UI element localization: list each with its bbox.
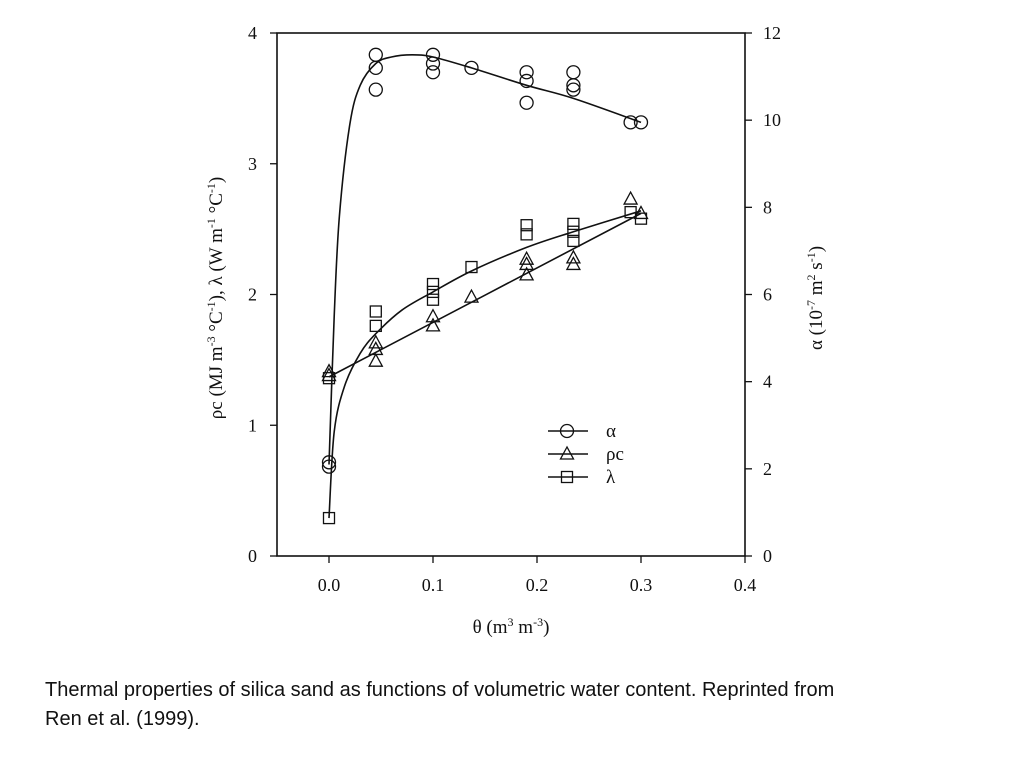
legend-entry-triangle: ρc — [548, 444, 624, 465]
square-marker — [567, 217, 580, 231]
square-marker — [369, 305, 382, 318]
triangle-marker — [463, 288, 480, 303]
y-right-tick-label: 8 — [763, 197, 772, 217]
y-axis-left-label: ρc (MJ m-3 °C-1), λ (W m-1 °C-1) — [204, 177, 227, 419]
plot-border — [276, 32, 746, 557]
figure-caption: Thermal properties of silica sand as fun… — [45, 676, 1005, 734]
data-points — [321, 47, 649, 525]
series-triangle — [321, 190, 649, 382]
circle-marker — [566, 65, 581, 80]
triangle-marker — [425, 317, 441, 332]
triangle-marker — [425, 308, 441, 323]
triangle-marker — [321, 363, 337, 378]
triangle-marker — [519, 266, 535, 281]
caption-line-2: Ren et al. (1999). — [45, 708, 200, 730]
x-tick-label: 0.0 — [318, 575, 341, 595]
y-left-tick-label: 2 — [248, 285, 257, 305]
square-marker — [624, 205, 637, 219]
square-marker — [567, 225, 580, 238]
circle-marker — [425, 47, 441, 62]
y-right-tick-label: 10 — [763, 110, 781, 130]
square-marker — [520, 219, 533, 232]
triangle-marker — [368, 334, 384, 349]
series-square — [322, 205, 648, 525]
circle-marker — [425, 56, 441, 71]
circle-marker — [368, 60, 383, 76]
legend-label: λ — [606, 467, 616, 488]
caption-line-1: Thermal properties of silica sand as fun… — [45, 679, 835, 701]
circle-marker — [633, 115, 649, 130]
y-left-tick-label: 4 — [248, 23, 257, 43]
triangle-marker — [559, 445, 575, 460]
circle-marker — [425, 65, 441, 80]
square-marker — [567, 234, 580, 248]
circle-marker — [519, 65, 534, 80]
circle-marker — [368, 82, 383, 97]
legend-label: ρc — [606, 444, 624, 465]
series-circle — [321, 47, 649, 474]
y-right-tick-label: 0 — [763, 546, 772, 566]
legend-entry-circle: α — [548, 421, 616, 442]
square-marker — [426, 277, 440, 291]
square-marker — [426, 293, 440, 306]
fit-line-square — [328, 210, 642, 519]
triangle-marker — [565, 249, 581, 264]
square-marker — [426, 285, 440, 299]
circle-marker — [566, 82, 581, 97]
square-marker — [369, 319, 382, 333]
legend-label: α — [606, 421, 616, 442]
fit-line-circle — [328, 53, 642, 465]
circle-marker — [559, 423, 575, 439]
triangle-marker — [519, 250, 535, 265]
square-marker — [634, 212, 648, 225]
triangle-marker — [321, 367, 337, 382]
y-right-tick-label: 12 — [763, 23, 781, 43]
x-tick-label: 0.2 — [526, 575, 549, 595]
square-marker — [322, 511, 336, 525]
legend-entry-square: λ — [548, 467, 616, 488]
circle-marker — [519, 95, 534, 110]
circle-marker — [368, 47, 383, 62]
circle-marker — [464, 60, 479, 76]
triangle-marker — [368, 352, 384, 367]
circle-marker — [623, 115, 638, 130]
fit-curves — [328, 53, 642, 519]
y-left-tick-label: 0 — [248, 546, 257, 566]
x-tick-label: 0.3 — [630, 575, 653, 595]
triangle-marker — [633, 205, 649, 220]
triangle-marker — [519, 256, 535, 271]
square-marker — [465, 260, 478, 274]
circle-marker — [566, 78, 581, 93]
circle-marker — [519, 73, 534, 89]
plot-frame — [276, 32, 746, 557]
circle-marker — [321, 455, 337, 470]
x-tick-label: 0.4 — [734, 575, 757, 595]
circle-marker — [321, 459, 337, 474]
y-left-tick-label: 3 — [248, 154, 257, 174]
fit-line-triangle — [328, 212, 642, 378]
x-tick-label: 0.1 — [422, 575, 445, 595]
square-marker — [520, 228, 533, 241]
y-right-tick-label: 4 — [763, 372, 772, 392]
y-right-tick-label: 2 — [763, 459, 772, 479]
square-marker — [322, 372, 336, 385]
triangle-marker — [565, 256, 581, 271]
y-left-tick-label: 1 — [248, 415, 257, 435]
square-marker — [560, 470, 574, 484]
y-right-tick-label: 6 — [763, 285, 772, 305]
y-axis-right-label: α (10-7 m2 s-1) — [804, 246, 827, 350]
triangle-marker — [623, 190, 639, 205]
x-axis-label: θ (m3 m-3) — [473, 615, 550, 638]
